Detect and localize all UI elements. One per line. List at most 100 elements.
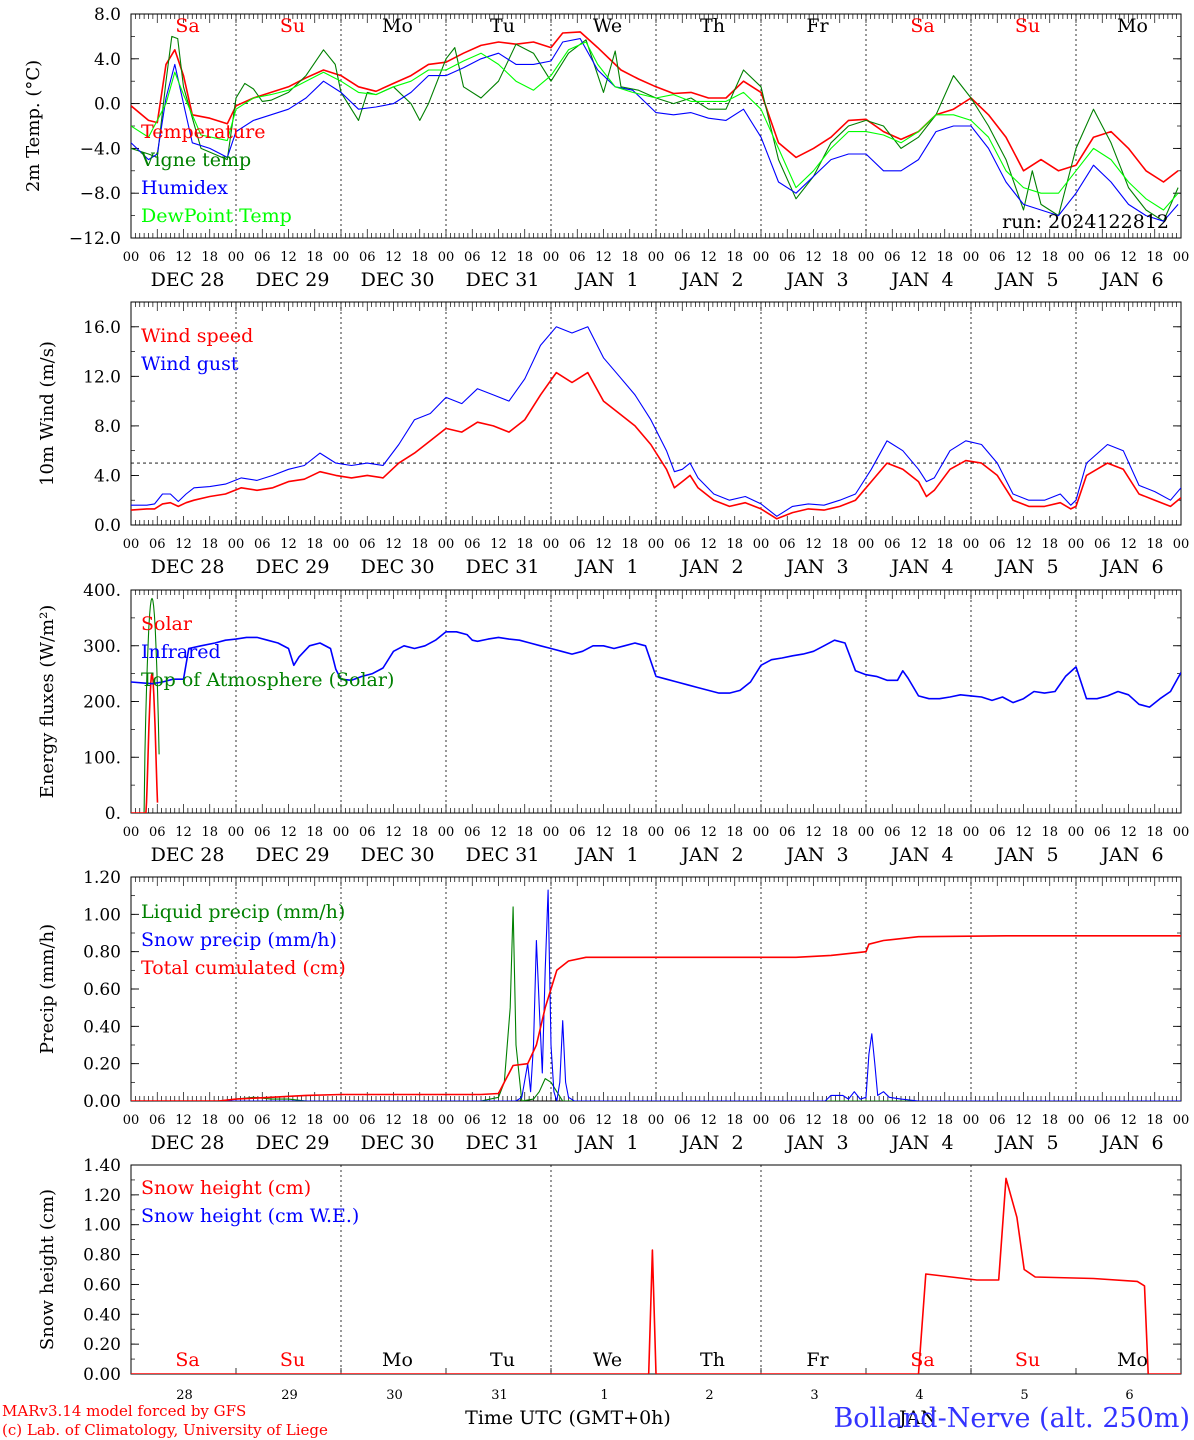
panel-2: 0.0 4.0 8.0 12.0 16.0 10m Wind (m/s) 00 06 12 18 D… bbox=[37, 301, 1190, 578]
series-line-2 bbox=[131, 35, 1179, 222]
hour-label: 00 bbox=[963, 1113, 980, 1128]
y-tick-label: 0.20 bbox=[83, 1335, 121, 1355]
hour-label: 18 bbox=[936, 250, 953, 265]
hour-label: 06 bbox=[254, 825, 271, 840]
hour-label: 18 bbox=[621, 537, 638, 552]
y-tick-label: −4.0 bbox=[80, 139, 121, 159]
hour-label: 12 bbox=[175, 1113, 192, 1128]
hour-label: 18 bbox=[306, 537, 323, 552]
y-tick-label: 4.0 bbox=[94, 466, 121, 486]
weekday-label: Tu bbox=[490, 15, 515, 37]
weekday-label: Su bbox=[1015, 15, 1040, 37]
hour-label: 00 bbox=[123, 825, 140, 840]
day-number: 2 bbox=[705, 1388, 713, 1403]
hour-label: 00 bbox=[858, 250, 875, 265]
weekday-label: Su bbox=[280, 15, 305, 37]
day-label: DEC 29 bbox=[256, 844, 330, 866]
hour-label: 00 bbox=[123, 250, 140, 265]
hour-label: 06 bbox=[359, 537, 376, 552]
hour-label: 18 bbox=[936, 1113, 953, 1128]
hour-label: 12 bbox=[175, 537, 192, 552]
hour-label: 12 bbox=[700, 537, 717, 552]
hour-label: 18 bbox=[936, 825, 953, 840]
hour-label: 18 bbox=[1146, 537, 1163, 552]
hour-label: 12 bbox=[1120, 537, 1137, 552]
hour-label: 12 bbox=[700, 825, 717, 840]
hour-label: 12 bbox=[490, 537, 507, 552]
legend-entry: Solar bbox=[141, 613, 193, 635]
station-title: Bolland-Nerve (alt. 250m) bbox=[833, 1403, 1190, 1434]
hour-label: 06 bbox=[464, 825, 481, 840]
hour-label: 00 bbox=[858, 825, 875, 840]
hour-label: 06 bbox=[1094, 825, 1111, 840]
hour-label: 18 bbox=[201, 537, 218, 552]
day-label: DEC 28 bbox=[151, 1132, 225, 1154]
day-label: DEC 28 bbox=[151, 844, 225, 866]
weekday-label: Su bbox=[1015, 1349, 1040, 1371]
legend-entry: Humidex bbox=[141, 177, 228, 199]
hour-label: 18 bbox=[831, 1113, 848, 1128]
day-label: JAN 3 bbox=[784, 556, 848, 578]
day-label: JAN 1 bbox=[574, 844, 638, 866]
day-label: DEC 30 bbox=[361, 269, 435, 291]
hour-label: 18 bbox=[411, 250, 428, 265]
hour-label: 12 bbox=[385, 825, 402, 840]
hour-label: 12 bbox=[805, 1113, 822, 1128]
hour-label: 18 bbox=[201, 250, 218, 265]
day-number: 28 bbox=[176, 1388, 193, 1403]
y-tick-label: 1.00 bbox=[83, 905, 121, 925]
day-label: DEC 28 bbox=[151, 556, 225, 578]
hour-label: 00 bbox=[438, 825, 455, 840]
y-tick-label: −12.0 bbox=[69, 229, 121, 249]
legend-entry: Vigne temp bbox=[140, 149, 251, 171]
hour-label: 18 bbox=[726, 537, 743, 552]
day-label: DEC 30 bbox=[361, 556, 435, 578]
hour-label: 12 bbox=[595, 250, 612, 265]
hour-label: 12 bbox=[1015, 250, 1032, 265]
hour-label: 00 bbox=[1173, 537, 1190, 552]
hour-label: 06 bbox=[254, 1113, 271, 1128]
hour-label: 00 bbox=[1173, 1113, 1190, 1128]
weekday-label: Mo bbox=[382, 1349, 413, 1371]
hour-label: 18 bbox=[411, 825, 428, 840]
hour-label: 06 bbox=[149, 825, 166, 840]
legend-entry: Snow height (cm) bbox=[141, 1177, 311, 1199]
weekday-label: Sa bbox=[910, 1349, 934, 1371]
weekday-label: Th bbox=[700, 15, 725, 37]
hour-label: 06 bbox=[1094, 1113, 1111, 1128]
day-label: JAN 4 bbox=[889, 844, 953, 866]
weekday-label: Tu bbox=[490, 1349, 515, 1371]
hour-label: 00 bbox=[123, 537, 140, 552]
weekday-label: We bbox=[593, 15, 622, 37]
day-label: JAN 6 bbox=[1099, 556, 1163, 578]
hour-label: 18 bbox=[516, 825, 533, 840]
toa-solar-line bbox=[131, 597, 160, 813]
hour-label: 06 bbox=[674, 250, 691, 265]
hour-label: 06 bbox=[989, 537, 1006, 552]
legend-entry: Snow height (cm W.E.) bbox=[141, 1205, 359, 1227]
hour-label: 06 bbox=[569, 1113, 586, 1128]
y-tick-label: 400. bbox=[83, 581, 121, 601]
hour-label: 06 bbox=[884, 825, 901, 840]
day-label: JAN 4 bbox=[889, 269, 953, 291]
day-label: DEC 29 bbox=[256, 1132, 330, 1154]
hour-label: 12 bbox=[1015, 537, 1032, 552]
day-number: 6 bbox=[1125, 1388, 1133, 1403]
series-layer bbox=[131, 1177, 1181, 1374]
day-label: DEC 30 bbox=[361, 844, 435, 866]
y-tick-label: 16.0 bbox=[83, 318, 121, 338]
panel-3: 0. 100. 200. 300. 400. Energy fluxes (W/m²) 00… bbox=[37, 581, 1189, 866]
hour-label: 12 bbox=[175, 250, 192, 265]
y-tick-label: 0.0 bbox=[94, 516, 121, 536]
series-line-2 bbox=[131, 889, 1181, 1101]
hour-label: 12 bbox=[280, 537, 297, 552]
hour-label: 00 bbox=[543, 250, 560, 265]
hour-label: 18 bbox=[1041, 537, 1058, 552]
hour-label: 12 bbox=[595, 825, 612, 840]
y-tick-label: 0.60 bbox=[83, 980, 121, 1000]
day-number: 31 bbox=[491, 1388, 508, 1403]
y-tick-label: 0.80 bbox=[83, 943, 121, 963]
hour-label: 00 bbox=[1173, 825, 1190, 840]
day-label: JAN 1 bbox=[574, 1132, 638, 1154]
